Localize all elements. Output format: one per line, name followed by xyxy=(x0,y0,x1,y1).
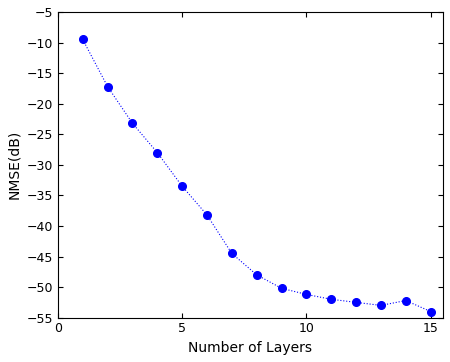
X-axis label: Number of Layers: Number of Layers xyxy=(189,341,312,355)
Y-axis label: NMSE(dB): NMSE(dB) xyxy=(7,130,21,199)
